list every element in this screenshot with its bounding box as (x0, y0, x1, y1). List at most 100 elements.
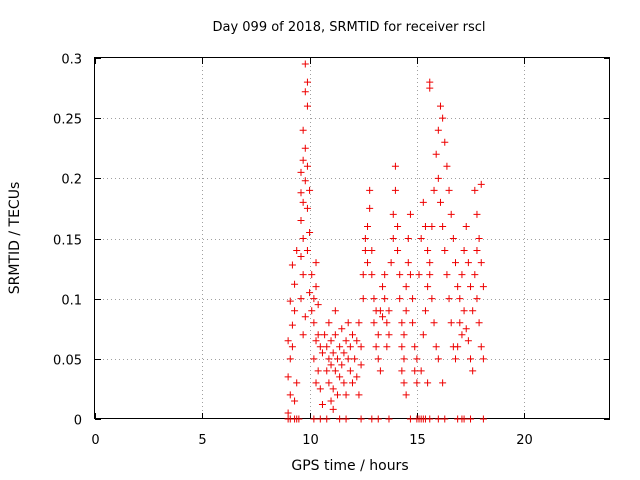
data-point (325, 319, 333, 327)
data-point (293, 247, 301, 255)
data-point (353, 337, 361, 345)
data-point (297, 216, 305, 224)
data-point (293, 379, 301, 387)
data-point (303, 78, 311, 86)
data-point (299, 271, 307, 279)
chart-title: Day 099 of 2018, SRMTID for receiver rsc… (212, 20, 485, 35)
y-tick-label: 0.1 (61, 294, 82, 309)
data-point (469, 307, 477, 315)
data-point (475, 235, 483, 242)
data-point (460, 415, 468, 423)
data-point (329, 405, 337, 413)
y-axis-title: SRMTID / TECUs (7, 182, 23, 295)
data-point (323, 343, 331, 351)
data-point (314, 331, 322, 339)
data-point (364, 222, 372, 230)
data-point (477, 180, 485, 188)
data-point (389, 210, 397, 218)
data-point (306, 289, 314, 297)
data-point (452, 355, 459, 363)
data-point (359, 295, 367, 303)
y-tick-label: 0.3 (61, 53, 82, 68)
data-point (297, 189, 305, 197)
data-point (434, 355, 442, 363)
data-point (426, 415, 434, 423)
data-point (323, 367, 331, 375)
data-point (385, 307, 393, 315)
data-point (406, 271, 414, 279)
data-point (379, 313, 387, 321)
data-point (404, 235, 412, 242)
data-point (419, 331, 427, 339)
data-point (464, 259, 472, 267)
data-point (421, 222, 429, 230)
data-point (310, 355, 318, 363)
data-point (325, 379, 333, 387)
data-point (428, 295, 436, 303)
data-point (469, 367, 477, 375)
data-point (376, 367, 384, 375)
data-point (359, 271, 367, 279)
data-point (327, 397, 335, 405)
x-axis-title: GPS time / hours (291, 458, 408, 474)
data-point (376, 307, 384, 315)
data-point (477, 259, 485, 267)
data-point (314, 301, 322, 309)
data-point (424, 379, 432, 387)
data-point (396, 271, 404, 279)
data-point (456, 319, 464, 327)
data-point (379, 283, 387, 291)
data-point (464, 337, 472, 345)
data-point (314, 367, 322, 375)
data-point (400, 331, 408, 339)
data-point (439, 114, 447, 122)
data-point (385, 331, 393, 339)
data-point (286, 355, 294, 363)
data-point (301, 88, 309, 96)
axis-ticks (95, 58, 610, 420)
data-point (441, 247, 449, 255)
data-point (370, 319, 378, 327)
y-tick-labels: 0 0.05 0.1 0.15 0.2 0.25 0.3 (53, 53, 82, 429)
data-point (447, 210, 455, 218)
data-point (374, 415, 382, 423)
data-point (316, 385, 324, 393)
data-point (398, 367, 406, 375)
data-point (467, 415, 475, 423)
data-point (479, 415, 487, 423)
data-point (329, 349, 337, 357)
data-point (351, 355, 359, 363)
data-point (400, 355, 408, 363)
data-point (411, 343, 419, 351)
data-point (477, 343, 485, 351)
data-point (432, 343, 440, 351)
data-point (336, 415, 344, 423)
data-point (331, 307, 339, 315)
data-point (402, 391, 410, 399)
data-point (303, 102, 311, 110)
data-point (370, 295, 378, 303)
data-point (454, 283, 462, 291)
data-point (321, 331, 329, 339)
data-point (336, 373, 344, 381)
data-point (340, 379, 348, 387)
data-point (406, 415, 414, 423)
data-point (479, 355, 487, 363)
data-point (338, 325, 346, 333)
data-point (286, 297, 294, 305)
data-point (426, 84, 434, 92)
data-point (299, 126, 307, 134)
data-point (445, 295, 453, 303)
data-point (462, 222, 470, 230)
data-point (288, 321, 296, 329)
data-point (391, 162, 399, 170)
y-tick-label: 0 (74, 414, 82, 429)
data-point (443, 271, 451, 279)
data-point (336, 343, 344, 351)
data-point (394, 247, 402, 255)
data-point (430, 186, 438, 194)
data-point (383, 319, 391, 327)
data-point (318, 349, 326, 357)
x-tick-label: 5 (198, 433, 206, 448)
data-point (316, 415, 324, 423)
